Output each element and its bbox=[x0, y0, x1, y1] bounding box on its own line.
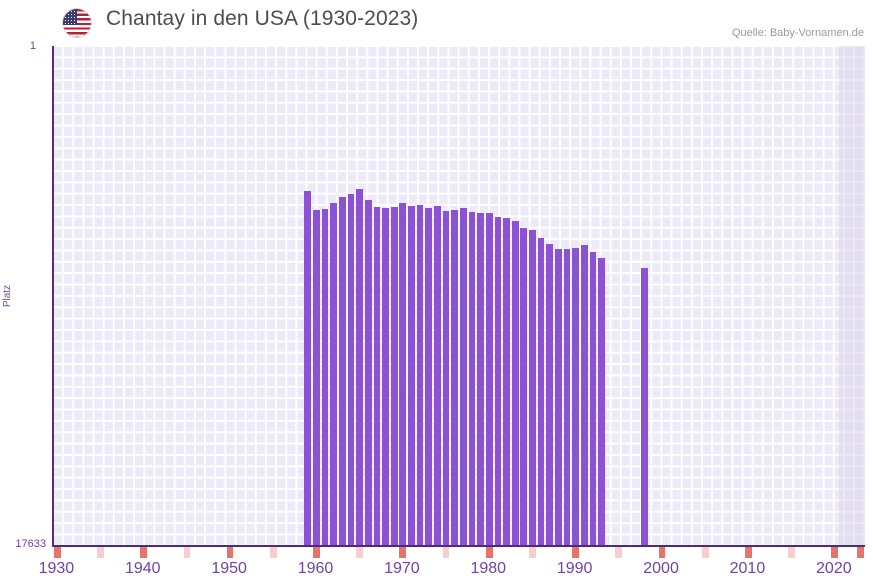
x-tick-minor bbox=[356, 547, 364, 558]
y-axis-bottom-label: 17633 bbox=[15, 538, 46, 550]
bar bbox=[390, 207, 398, 546]
x-tick-major bbox=[226, 547, 234, 558]
bar bbox=[494, 216, 502, 546]
x-tick-major bbox=[53, 547, 61, 558]
x-axis-tick-label: 1960 bbox=[297, 560, 334, 577]
grid-background bbox=[53, 46, 865, 546]
flag-canton bbox=[63, 9, 77, 25]
x-axis-tick-row bbox=[53, 547, 865, 558]
bars-layer bbox=[53, 46, 865, 546]
bar bbox=[503, 217, 510, 546]
x-tick-major bbox=[313, 547, 320, 558]
bar bbox=[520, 227, 528, 546]
x-tick-minor bbox=[615, 547, 623, 558]
bar bbox=[304, 190, 312, 546]
x-tick-minor bbox=[788, 547, 795, 558]
bar bbox=[546, 243, 554, 546]
bar bbox=[416, 204, 424, 546]
x-tick-major bbox=[140, 547, 148, 558]
bar bbox=[364, 200, 372, 546]
bar bbox=[529, 229, 536, 546]
shaded-future-region bbox=[839, 46, 865, 546]
source-label: Quelle: Baby-Vornamen.de bbox=[731, 27, 864, 39]
x-tick-minor bbox=[442, 547, 450, 558]
x-tick-major bbox=[485, 547, 493, 558]
x-tick-minor bbox=[269, 547, 277, 558]
x-axis-tick-label: 1970 bbox=[384, 560, 420, 577]
x-tick-minor bbox=[183, 547, 191, 558]
bar bbox=[382, 208, 389, 546]
bar bbox=[563, 249, 571, 546]
x-tick-major bbox=[745, 547, 752, 558]
bar bbox=[580, 244, 588, 546]
us-flag-icon bbox=[62, 8, 92, 38]
x-tick-major bbox=[572, 547, 579, 558]
x-tick-major bbox=[658, 547, 666, 558]
bar bbox=[459, 207, 467, 546]
bar bbox=[339, 197, 346, 546]
x-tick-minor bbox=[97, 547, 104, 558]
bar bbox=[442, 210, 450, 546]
bar bbox=[373, 206, 381, 546]
y-axis-title: Platz bbox=[2, 284, 13, 308]
bar bbox=[554, 248, 562, 546]
x-tick-minor bbox=[529, 547, 536, 558]
x-tick-minor bbox=[701, 547, 709, 558]
x-axis-line bbox=[52, 545, 865, 547]
x-axis-tick-label: 2000 bbox=[643, 560, 679, 577]
x-axis-tick-label: 1950 bbox=[211, 560, 247, 577]
bar bbox=[356, 188, 364, 546]
plot-area bbox=[53, 46, 865, 546]
chart-header: Chantay in den USA (1930-2023) Quelle: B… bbox=[0, 0, 873, 46]
bar bbox=[434, 206, 441, 546]
x-axis-tick-label: 1940 bbox=[124, 560, 161, 577]
x-tick-major bbox=[831, 547, 839, 558]
x-axis-tick-label: 2020 bbox=[816, 560, 852, 577]
bar bbox=[641, 267, 649, 546]
page-title: Chantay in den USA (1930-2023) bbox=[106, 7, 419, 30]
x-axis-tick-label: 1990 bbox=[556, 560, 593, 577]
bar bbox=[347, 193, 355, 546]
x-axis-tick-label: 2010 bbox=[729, 560, 766, 577]
bar bbox=[477, 213, 484, 546]
bar bbox=[313, 209, 320, 546]
bar bbox=[468, 211, 476, 546]
bar bbox=[511, 221, 519, 546]
y-axis-top-label: 1 bbox=[29, 40, 36, 52]
bar bbox=[451, 209, 459, 546]
y-axis-line bbox=[52, 46, 54, 547]
bar bbox=[485, 213, 493, 546]
bar bbox=[537, 237, 545, 546]
bar bbox=[330, 203, 338, 546]
x-tick-major bbox=[399, 547, 407, 558]
x-tick-minor bbox=[857, 547, 865, 558]
x-axis-tick-label: 1980 bbox=[470, 560, 507, 577]
bar bbox=[425, 207, 433, 546]
bar bbox=[321, 208, 329, 546]
bar bbox=[572, 247, 579, 546]
bar bbox=[589, 251, 597, 546]
x-axis-tick-label: 1930 bbox=[38, 560, 75, 577]
bar bbox=[408, 205, 415, 546]
bar bbox=[598, 257, 605, 546]
bar bbox=[399, 202, 407, 546]
